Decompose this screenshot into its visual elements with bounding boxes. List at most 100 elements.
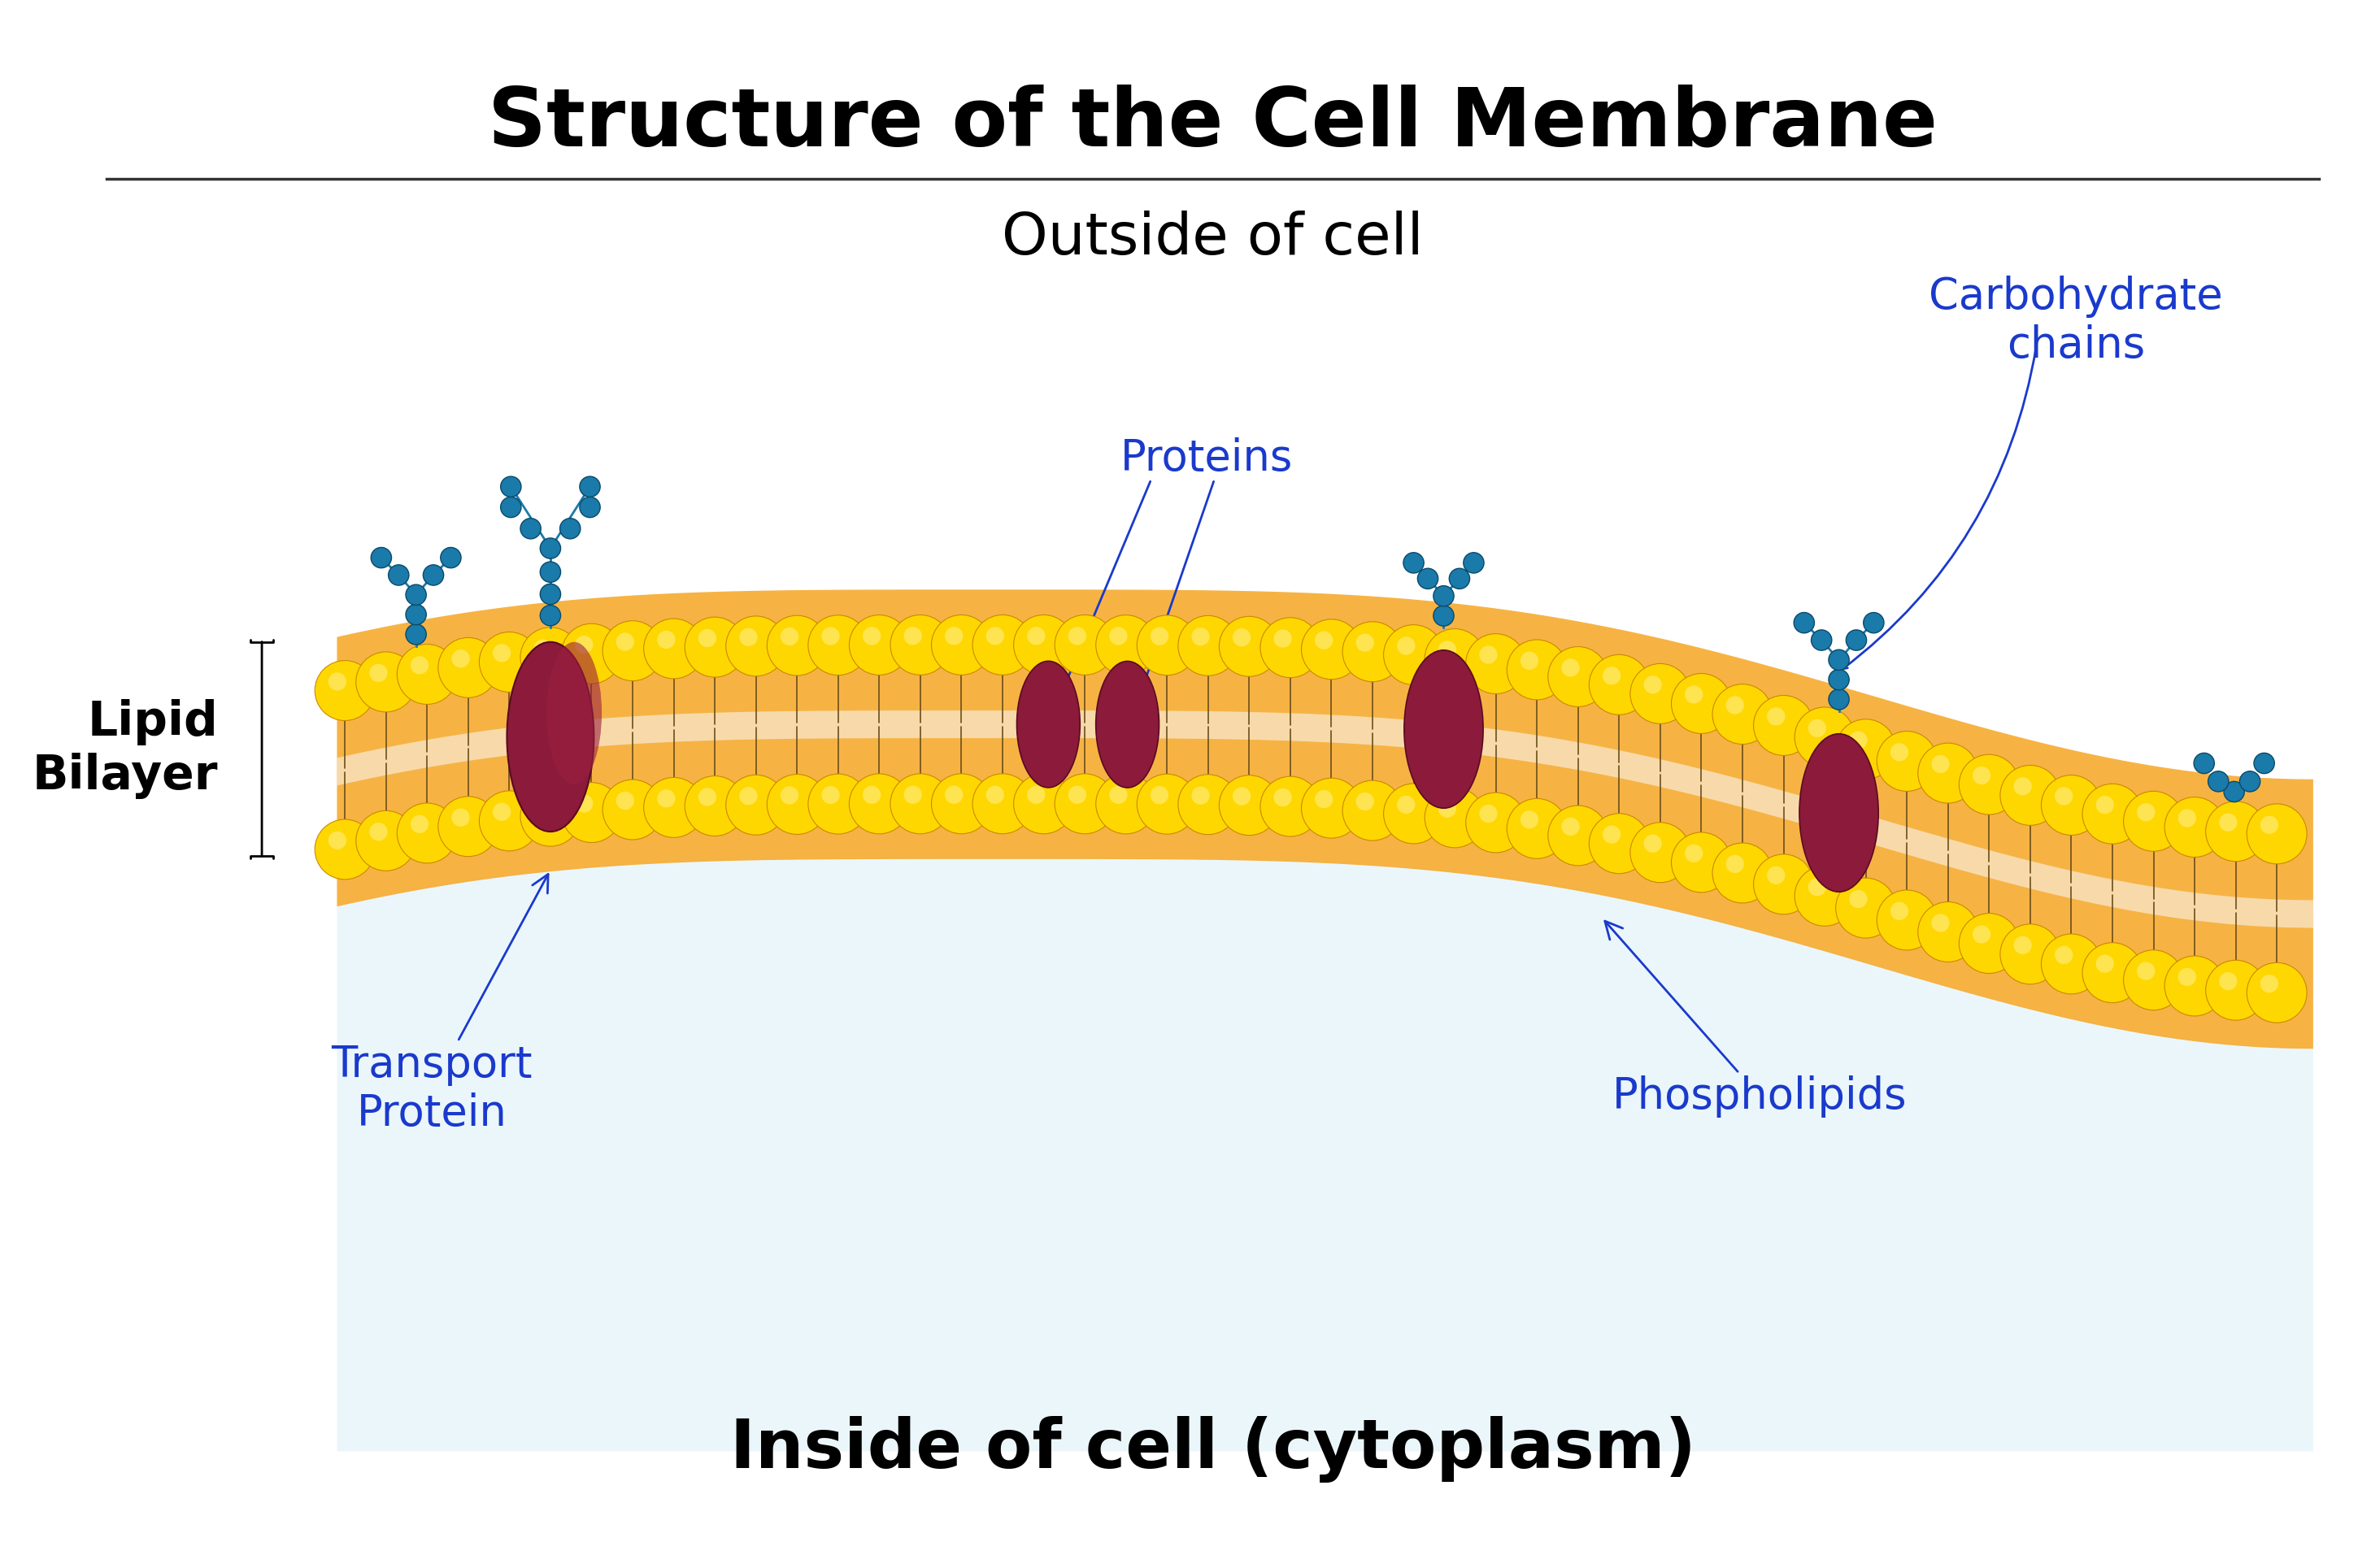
Circle shape <box>1795 707 1854 767</box>
Circle shape <box>1548 806 1608 866</box>
Circle shape <box>1958 754 2020 814</box>
Text: Proteins: Proteins <box>1119 437 1292 480</box>
Circle shape <box>2056 946 2072 964</box>
Circle shape <box>1918 902 1977 961</box>
Circle shape <box>946 786 963 804</box>
Circle shape <box>1219 775 1280 836</box>
Circle shape <box>809 615 868 676</box>
Circle shape <box>740 787 756 804</box>
Circle shape <box>356 652 415 712</box>
Circle shape <box>2001 765 2060 825</box>
Circle shape <box>1766 866 1785 884</box>
Circle shape <box>1828 690 1849 710</box>
Circle shape <box>1302 619 1361 679</box>
Circle shape <box>1069 627 1086 644</box>
Circle shape <box>809 775 868 834</box>
Circle shape <box>2219 814 2238 831</box>
Circle shape <box>1548 646 1608 707</box>
Circle shape <box>1835 720 1897 779</box>
Circle shape <box>1712 684 1774 745</box>
Circle shape <box>1138 775 1197 834</box>
Circle shape <box>519 786 581 847</box>
Circle shape <box>533 798 552 817</box>
Circle shape <box>1918 743 1977 803</box>
Circle shape <box>1316 632 1333 649</box>
Circle shape <box>405 624 427 644</box>
Circle shape <box>1385 624 1444 685</box>
Circle shape <box>1520 652 1539 670</box>
Circle shape <box>1589 814 1650 873</box>
Circle shape <box>1261 776 1321 836</box>
Circle shape <box>1342 621 1404 682</box>
Circle shape <box>2207 771 2229 792</box>
Circle shape <box>643 619 704 679</box>
Circle shape <box>441 547 460 568</box>
Circle shape <box>1809 878 1826 895</box>
Circle shape <box>1878 731 1937 792</box>
Circle shape <box>1672 833 1731 892</box>
Circle shape <box>1273 789 1292 806</box>
Circle shape <box>541 605 560 626</box>
Circle shape <box>1811 630 1833 651</box>
Circle shape <box>1110 786 1126 804</box>
Circle shape <box>1015 615 1074 674</box>
Circle shape <box>1434 586 1453 607</box>
Ellipse shape <box>1017 662 1081 787</box>
Circle shape <box>932 615 991 674</box>
Circle shape <box>602 621 662 681</box>
Circle shape <box>903 786 922 804</box>
Circle shape <box>766 775 827 834</box>
Circle shape <box>500 477 522 497</box>
Text: Outside of cell: Outside of cell <box>1003 210 1423 267</box>
Text: Structure of the Cell Membrane: Structure of the Cell Membrane <box>488 85 1937 163</box>
Circle shape <box>389 564 408 585</box>
Circle shape <box>1418 568 1439 590</box>
Circle shape <box>356 811 415 870</box>
Circle shape <box>405 604 427 626</box>
Circle shape <box>562 624 621 684</box>
Circle shape <box>849 615 908 674</box>
Circle shape <box>2179 809 2196 828</box>
Circle shape <box>1847 630 1866 651</box>
Circle shape <box>1397 637 1415 655</box>
Circle shape <box>327 831 346 850</box>
Circle shape <box>519 627 581 687</box>
Circle shape <box>2013 936 2032 953</box>
Circle shape <box>2255 753 2274 773</box>
Circle shape <box>1712 844 1774 903</box>
Circle shape <box>579 497 600 517</box>
Circle shape <box>1508 798 1567 859</box>
Circle shape <box>1958 913 2020 974</box>
Circle shape <box>1434 605 1453 626</box>
Circle shape <box>1027 786 1046 804</box>
Circle shape <box>2260 975 2279 993</box>
Circle shape <box>1686 844 1702 862</box>
Circle shape <box>2082 942 2143 1002</box>
Circle shape <box>315 660 375 721</box>
Circle shape <box>972 615 1034 674</box>
Circle shape <box>726 775 785 836</box>
Circle shape <box>986 627 1003 644</box>
Circle shape <box>1425 787 1484 848</box>
Circle shape <box>560 519 581 539</box>
Circle shape <box>479 632 538 691</box>
Circle shape <box>2165 956 2224 1016</box>
Circle shape <box>2248 963 2307 1022</box>
Circle shape <box>1480 804 1498 823</box>
Circle shape <box>972 773 1034 834</box>
Ellipse shape <box>1095 662 1159 787</box>
Circle shape <box>1686 685 1702 704</box>
Circle shape <box>1643 676 1662 693</box>
Circle shape <box>2124 950 2184 1010</box>
Circle shape <box>2248 804 2307 864</box>
Circle shape <box>1589 655 1650 715</box>
Polygon shape <box>337 858 2314 1452</box>
Circle shape <box>1449 568 1470 590</box>
Circle shape <box>1726 696 1745 713</box>
Circle shape <box>863 786 880 804</box>
Circle shape <box>1015 773 1074 834</box>
Circle shape <box>576 795 593 812</box>
Circle shape <box>780 627 799 646</box>
Circle shape <box>986 786 1003 804</box>
Circle shape <box>1233 787 1250 806</box>
